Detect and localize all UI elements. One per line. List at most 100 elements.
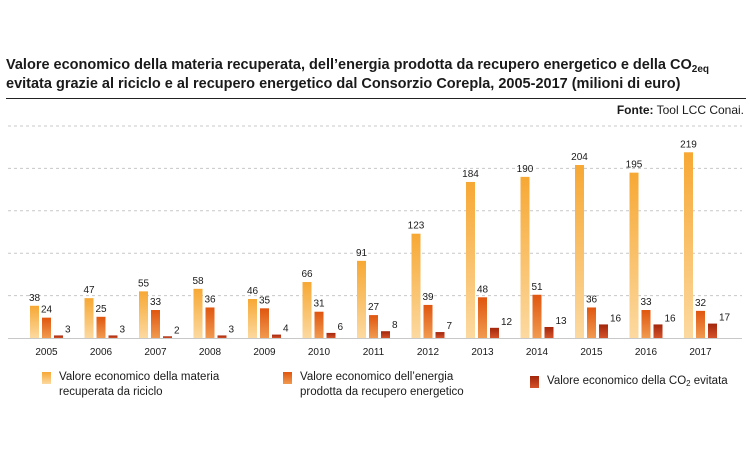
x-tick-2017: 2017 [689, 347, 712, 358]
data-label-materia-2012: 123 [408, 221, 425, 232]
data-label-co2-2016: 16 [665, 313, 677, 324]
bar-co2-2006 [108, 335, 118, 338]
data-label-co2-2009: 4 [283, 324, 289, 335]
bar-materia-2015 [575, 165, 584, 338]
bar-energia-2013 [478, 297, 487, 338]
data-labels: 3824347253553325836346354663169127812339… [29, 139, 731, 336]
title-divider [6, 98, 746, 99]
x-tick-2006: 2006 [90, 347, 113, 358]
data-label-co2-2010: 6 [338, 322, 344, 333]
x-tick-2012: 2012 [417, 347, 440, 358]
bar-materia-2013 [466, 181, 475, 338]
data-label-materia-2015: 204 [571, 152, 588, 163]
bar-co2-2014 [544, 326, 554, 338]
source-label: Fonte: [616, 103, 654, 117]
bar-materia-2016 [629, 172, 639, 338]
data-label-co2-2005: 3 [65, 324, 71, 335]
data-label-energia-2006: 25 [95, 304, 107, 315]
data-label-energia-2013: 48 [477, 284, 489, 295]
data-label-materia-2016: 195 [626, 160, 643, 171]
data-label-materia-2013: 184 [462, 169, 479, 180]
bar-materia-2014 [520, 176, 530, 338]
bar-co2-2011 [381, 331, 390, 338]
data-label-materia-2017: 219 [680, 139, 697, 150]
bar-energia-2014 [532, 294, 542, 338]
legend-item-materia: Valore economico della materia recuperat… [42, 370, 232, 400]
bar-materia-2012 [411, 233, 421, 338]
bar-materia-2006 [84, 298, 94, 338]
data-label-materia-2007: 55 [138, 278, 150, 289]
x-tick-2014: 2014 [526, 347, 549, 358]
bar-co2-2007 [163, 336, 172, 338]
x-tick-2010: 2010 [308, 347, 331, 358]
bar-co2-2009 [272, 334, 281, 338]
data-label-materia-2010: 66 [301, 269, 313, 280]
data-label-energia-2007: 33 [150, 297, 162, 308]
x-tick-2009: 2009 [253, 347, 276, 358]
data-label-co2-2014: 13 [556, 316, 568, 327]
bar-co2-2008 [217, 335, 227, 338]
bar-materia-2008 [193, 288, 203, 338]
data-label-energia-2014: 51 [531, 282, 543, 293]
legend-label-energia: Valore economico dell’energia prodotta d… [300, 371, 464, 398]
bars [30, 152, 717, 338]
data-label-materia-2005: 38 [29, 293, 41, 304]
bar-co2-2017 [708, 323, 717, 338]
data-label-co2-2017: 17 [719, 313, 731, 324]
data-label-energia-2005: 24 [41, 305, 53, 316]
data-label-energia-2008: 36 [204, 294, 216, 305]
data-label-energia-2010: 31 [313, 299, 325, 310]
x-tick-2015: 2015 [580, 347, 603, 358]
legend-label-materia: Valore economico della materia recuperat… [59, 371, 220, 398]
bar-co2-2010 [326, 332, 336, 338]
bar-energia-2011 [369, 315, 378, 338]
bar-co2-2015 [599, 324, 608, 338]
bar-materia-2017 [684, 152, 693, 338]
data-label-energia-2011: 27 [368, 302, 380, 313]
data-label-co2-2007: 2 [174, 325, 180, 336]
bar-energia-2007 [151, 310, 160, 338]
title-line1: Valore economico della materia recuperat… [6, 57, 709, 75]
data-label-materia-2011: 91 [356, 248, 368, 259]
bar-energia-2010 [314, 311, 324, 338]
x-tick-2013: 2013 [471, 347, 494, 358]
data-label-energia-2016: 33 [640, 297, 652, 308]
bar-co2-2012 [435, 332, 445, 338]
x-tick-2016: 2016 [635, 347, 658, 358]
title-line2: evitata grazie al riciclo e al recupero … [6, 76, 681, 92]
x-tick-2007: 2007 [144, 347, 167, 358]
legend-swatch-co2 [530, 376, 539, 388]
source-note: Fonte: Tool LCC Conai. [617, 103, 744, 117]
bar-materia-2011 [357, 260, 366, 338]
legend-label-co2: Valore economico della CO2 evitata [547, 375, 728, 388]
data-label-materia-2009: 46 [247, 286, 259, 297]
data-label-energia-2017: 32 [695, 298, 707, 309]
bar-co2-2013 [490, 327, 499, 338]
data-label-energia-2009: 35 [259, 295, 271, 306]
bar-materia-2009 [248, 298, 257, 338]
bar-materia-2010 [302, 282, 312, 338]
bar-co2-2016 [653, 324, 663, 338]
legend-item-energia: Valore economico dell’energia prodotta d… [283, 370, 483, 400]
data-label-co2-2006: 3 [120, 324, 126, 335]
bar-energia-2009 [260, 308, 269, 338]
data-label-co2-2013: 12 [501, 317, 513, 328]
bar-materia-2007 [139, 291, 148, 338]
data-label-co2-2015: 16 [610, 313, 622, 324]
bar-energia-2008 [205, 307, 215, 338]
x-tick-labels: 2005 2006 2007 2008 2009 2010 2011 2012 2013 2014… [35, 347, 712, 358]
data-label-co2-2011: 8 [392, 320, 398, 331]
x-tick-2011: 2011 [363, 347, 385, 358]
bar-energia-2017 [696, 310, 705, 338]
x-tick-2008: 2008 [199, 347, 222, 358]
data-label-materia-2014: 190 [517, 164, 534, 175]
bar-energia-2016 [641, 310, 651, 338]
chart-title: Valore economico della materia recuperat… [6, 56, 746, 94]
data-label-co2-2008: 3 [229, 324, 235, 335]
x-tick-2005: 2005 [35, 347, 58, 358]
bar-energia-2005 [42, 317, 51, 338]
data-label-materia-2008: 58 [192, 276, 204, 287]
data-label-co2-2012: 7 [447, 321, 453, 332]
bar-energia-2012 [423, 304, 433, 338]
